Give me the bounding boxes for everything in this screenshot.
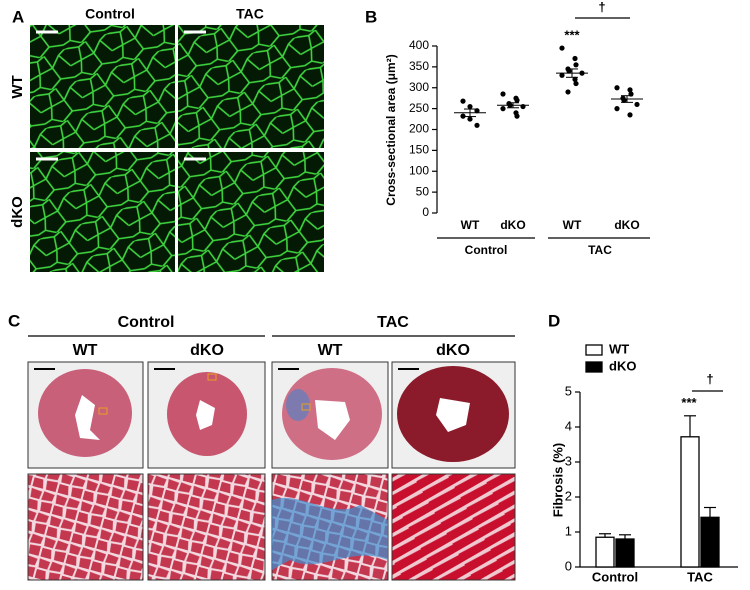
x-tick-label: WT [461,218,480,232]
row-label: dKO [9,196,26,228]
micrographs [30,25,324,272]
row-label: WT [9,75,26,98]
y-tick-label: 4 [565,418,572,433]
legend-label: WT [609,341,629,356]
data-point [573,62,579,68]
data-point [514,113,520,119]
annotation: † [598,0,605,14]
data-point [467,103,473,110]
panel-label: B [365,7,377,26]
y-tick-label: 0 [422,205,429,219]
data-point [572,76,578,82]
data-point [474,122,480,128]
column-label: WT [73,342,98,359]
data-point [573,80,579,87]
y-axis-label: Fibrosis (%) [550,443,565,517]
data-point [614,106,620,112]
data-point [559,45,565,51]
annotation: † [706,371,713,386]
panel-label: C [8,311,20,330]
legend-swatch [585,344,603,356]
legend-label: dKO [609,358,636,373]
group-label: Control [118,314,175,331]
y-tick-label: 1 [565,523,572,538]
group-label: TAC [588,243,612,257]
x-tick-label: dKO [500,218,525,232]
x-tick-label: WT [563,218,582,232]
group-label: TAC [377,314,409,331]
column-label: dKO [436,342,470,359]
data-point [627,112,633,118]
histology [27,361,516,581]
data-point [627,87,633,93]
panel-label: D [548,311,560,330]
y-tick-label: 50 [416,184,430,198]
column-label: dKO [190,342,224,359]
bar [680,436,700,568]
data-point [467,116,473,122]
panel-label: A [12,7,24,26]
data-point [572,55,578,62]
y-tick-label: 5 [565,383,572,398]
y-tick-label: 350 [409,59,429,73]
data-point [500,106,506,112]
data-point [460,113,466,119]
x-tick-label: TAC [687,569,713,584]
y-tick-label: 250 [409,101,429,115]
bar [595,536,615,568]
y-tick-label: 100 [409,163,429,177]
bar [700,516,720,568]
y-tick-label: 2 [565,488,572,503]
data-point [460,98,466,104]
y-tick-label: 150 [409,143,429,157]
data-point [514,97,520,103]
y-tick-label: 300 [409,80,429,94]
legend-swatch [585,361,603,373]
data-point [565,89,571,95]
data-point [500,91,506,97]
data-point [566,68,572,74]
column-label: WT [318,342,343,359]
y-axis-label: Cross-sectional area (μm²) [384,54,398,205]
group-label: Control [465,243,508,257]
y-tick-label: 3 [565,453,572,468]
column-label: Control [85,6,135,22]
bar [615,538,635,568]
data-point [634,101,640,108]
y-tick-label: 200 [409,122,429,136]
annotation: *** [564,28,580,43]
data-point [614,85,620,91]
y-tick-label: 400 [409,38,429,52]
column-label: TAC [236,6,264,22]
x-tick-label: dKO [614,218,639,232]
y-tick-label: 0 [565,558,572,573]
annotation: *** [681,395,697,410]
data-point [559,72,565,78]
x-tick-label: Control [592,569,638,584]
data-point [520,103,526,110]
